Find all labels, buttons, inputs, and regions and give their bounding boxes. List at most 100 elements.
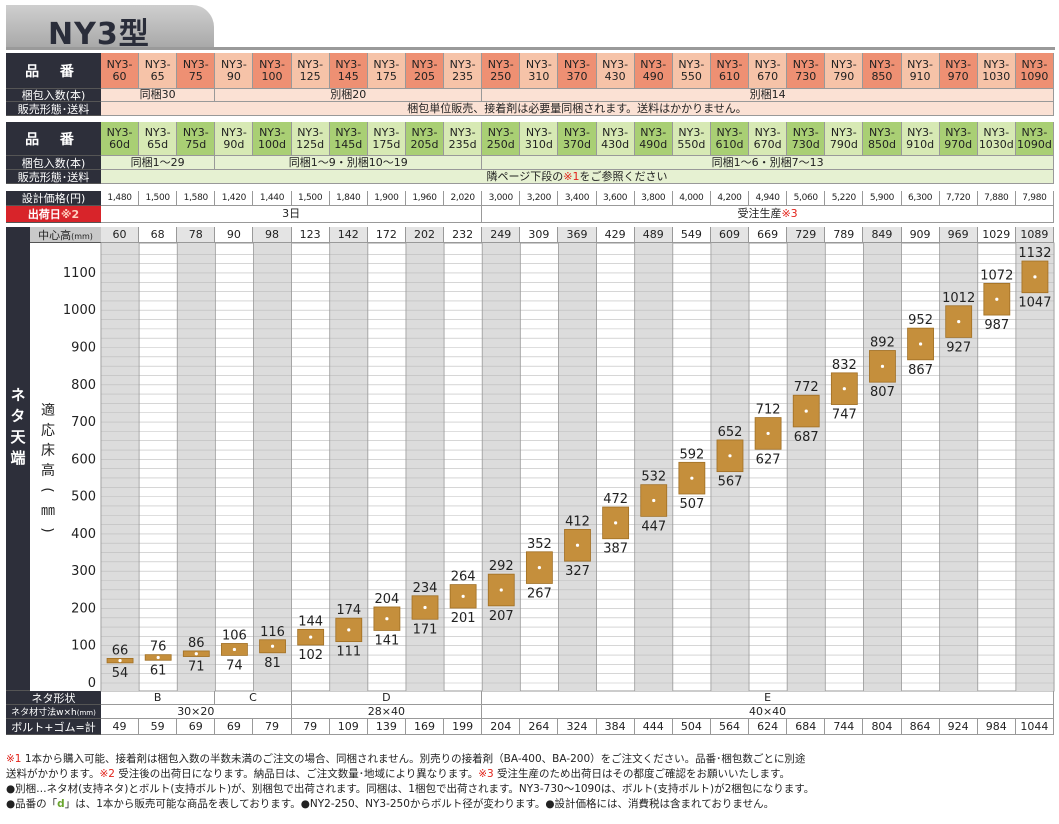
part-no-cell: NY3- 65 [139, 53, 178, 89]
part-no-d-text: NY3- 910d [906, 125, 935, 151]
part-no-cell: NY3- 235 [444, 53, 483, 89]
part-no-d-cell: NY3- 550d [672, 122, 711, 156]
part-no-d-cell: NY3- 310d [520, 122, 559, 156]
center-height-cell: 68 [139, 227, 178, 243]
price-cell: 3,200 [520, 191, 559, 206]
bolt-total-cell: 69 [177, 719, 216, 735]
y-tick-label: 800 [71, 378, 96, 393]
part-no-text: NY3- 75 [182, 57, 209, 83]
range-bar-dot [728, 454, 732, 458]
center-height-cell: 172 [367, 227, 406, 243]
neta-shape-cell: D [291, 691, 483, 705]
range-min-label: 207 [489, 609, 514, 624]
part-no-text: NY3- 250 [487, 57, 514, 83]
part-no-cell: NY3- 790 [825, 53, 864, 89]
part-no-cell: NY3- 850 [863, 53, 902, 89]
part-no-cell: NY3- 100 [253, 53, 292, 89]
neta-size-cell: 30×20 [101, 705, 292, 719]
part-no-cell: NY3- 1090 [1015, 53, 1054, 89]
price-cell: 1,580 [177, 191, 216, 206]
y-axis-label-char: 適 [41, 402, 55, 419]
range-max-label: 144 [298, 614, 323, 629]
part-no-text: NY3- 145 [335, 57, 362, 83]
y-tick-label: 0 [88, 676, 96, 691]
part-no-cell: NY3- 1030 [977, 53, 1016, 89]
bolt-total-cell: 984 [977, 719, 1016, 735]
part-no-d-cell: NY3- 75d [177, 122, 216, 156]
column-stripe [1015, 243, 1054, 691]
y-axis-label-char: ( [39, 487, 55, 492]
range-max-label: 234 [413, 581, 438, 596]
part-no-text: NY3- 670 [754, 57, 781, 83]
range-bar-dot [461, 594, 465, 598]
bolt-total-cell: 79 [253, 719, 292, 735]
price-cell: 7,980 [1015, 191, 1054, 206]
part-no-cell: NY3- 90 [215, 53, 254, 89]
pack-qty-cell: 別梱14 [482, 89, 1054, 102]
price-cell: 3,000 [482, 191, 521, 206]
range-min-label: 102 [298, 648, 323, 663]
range-bar-dot [1033, 275, 1037, 279]
part-no-d-cell: NY3- 910d [901, 122, 940, 156]
part-no-text: NY3- 1090 [1020, 57, 1049, 83]
price-cell: 3,400 [558, 191, 597, 206]
pack-qty-cell: 別梱20 [215, 89, 483, 102]
range-min-label: 447 [641, 519, 666, 534]
column-stripe [787, 243, 826, 691]
range-min-label: 141 [374, 633, 399, 648]
part-no-d-cell: NY3- 490d [634, 122, 673, 156]
price-cell: 1,960 [405, 191, 445, 206]
part-no-d-cell: NY3- 370d [558, 122, 597, 156]
price-cell: 1,500 [291, 191, 330, 206]
range-max-label: 1012 [942, 291, 975, 306]
center-height-cell: 909 [901, 227, 940, 243]
range-min-label: 327 [565, 564, 590, 579]
center-height-cell: 609 [710, 227, 750, 243]
bolt-total-cell: 624 [749, 719, 788, 735]
range-min-label: 567 [718, 475, 743, 490]
bolt-total-cell: 49 [101, 719, 140, 735]
price-cell: 1,480 [101, 191, 140, 206]
price-cell: 1,900 [367, 191, 406, 206]
price-cell: 4,200 [710, 191, 750, 206]
part-no-cell: NY3- 125 [291, 53, 330, 89]
neta-size-label: ネタ材寸法w×h(mm) [6, 705, 101, 719]
range-min-label: 267 [527, 586, 552, 601]
part-no-d-text: NY3- 790d [829, 125, 858, 151]
range-max-label: 892 [870, 335, 895, 350]
part-no-d-text: NY3- 550d [677, 125, 706, 151]
part-no-cell: NY3- 175 [367, 53, 406, 89]
part-no-d-cell: NY3- 610d [710, 122, 750, 156]
bolt-total-cell: 79 [291, 719, 330, 735]
range-bar-dot [347, 628, 351, 632]
part-no-d-cell: NY3- 850d [863, 122, 902, 156]
part-no-d-text: NY3- 145d [334, 125, 363, 151]
center-height-cell: 789 [825, 227, 864, 243]
y-axis-label-char: 応 [41, 423, 55, 439]
ship-day-cell: 受注生産※3 [482, 206, 1054, 223]
column-stripe [634, 243, 673, 691]
part-no-d-text: NY3- 1090d [1016, 125, 1052, 151]
bolt-total-cell: 324 [558, 719, 597, 735]
range-bar-dot [652, 498, 656, 503]
part-no-cell: NY3- 250 [482, 53, 521, 89]
bolt-total-cell: 59 [139, 719, 178, 735]
part-no-d-cell: NY3- 60d [101, 122, 140, 156]
sales-form-label: 販売形態･送料 [6, 102, 101, 116]
range-min-label: 74 [226, 658, 243, 673]
pack-qty-d-cell: 同梱1～6・別梱7～13 [482, 156, 1054, 170]
part-no-d-cell: NY3- 235d [444, 122, 483, 156]
range-max-label: 952 [908, 313, 933, 328]
price-cell: 1,840 [329, 191, 368, 206]
range-min-label: 927 [946, 340, 971, 355]
range-max-label: 76 [150, 640, 167, 655]
bolt-total-cell: 169 [405, 719, 445, 735]
bolt-total-cell: 864 [901, 719, 940, 735]
range-max-label: 204 [374, 592, 399, 607]
neta-shape-label: ネタ形状 [6, 691, 101, 705]
price-cell: 2,020 [444, 191, 483, 206]
part-no-d-text: NY3- 125d [296, 125, 325, 151]
part-no-d-text: NY3- 670d [753, 125, 782, 151]
part-no-text: NY3- 370 [564, 57, 590, 83]
ship-day-cell: 3日 [101, 206, 483, 223]
